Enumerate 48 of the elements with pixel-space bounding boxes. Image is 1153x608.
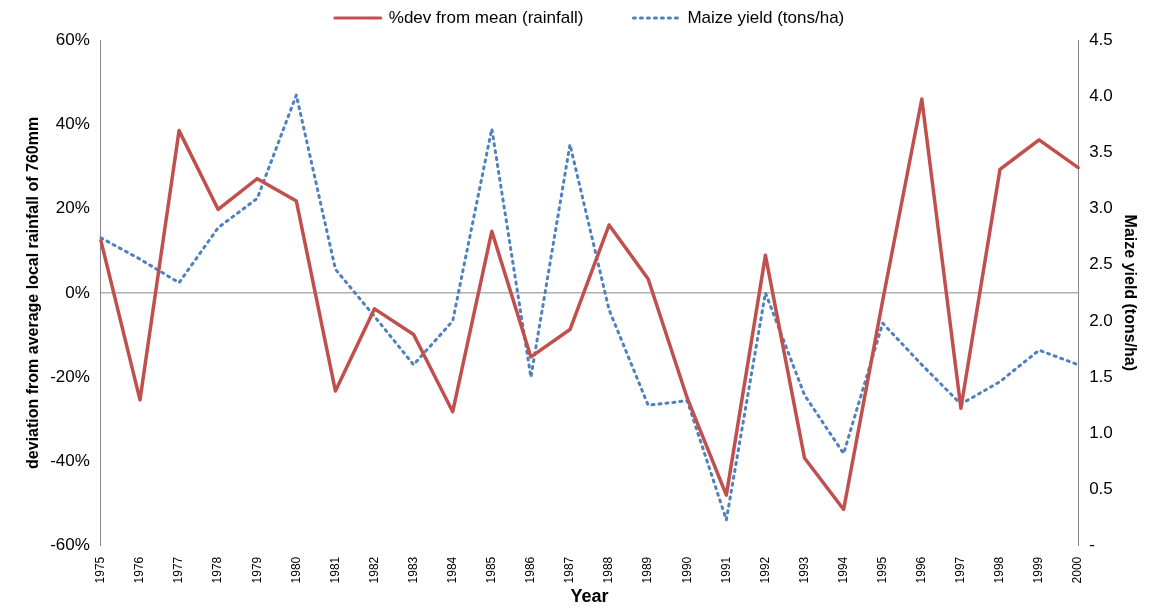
- y2-tick-label: 3.5: [1089, 142, 1113, 162]
- y-axis-title: deviation from average local rainfall of 760mm: [24, 116, 42, 469]
- x-axis-title: Year: [570, 586, 609, 607]
- x-tick-label: 1979: [249, 556, 264, 584]
- x-tick-label: 1995: [875, 556, 890, 584]
- y-tick-label: 0%: [65, 282, 90, 302]
- x-tick-label: 1988: [601, 556, 616, 584]
- x-tick-label: 1998: [992, 556, 1007, 584]
- x-tick-label: 1980: [288, 556, 303, 584]
- y2-tick-label: -: [1089, 535, 1095, 555]
- x-tick-label: 1987: [562, 556, 577, 584]
- x-tick-label: 1983: [405, 556, 420, 584]
- x-tick-label: 1993: [796, 556, 811, 584]
- x-tick-label: 1978: [210, 556, 225, 584]
- x-tick-label: 1982: [366, 556, 381, 584]
- y-tick-label: 20%: [55, 198, 90, 218]
- x-tick-label: 1989: [640, 556, 655, 584]
- y-tick-label: -60%: [50, 535, 90, 555]
- y2-tick-label: 3.0: [1089, 198, 1113, 218]
- x-tick-label: 1997: [953, 556, 968, 584]
- x-tick-label: 1977: [171, 556, 186, 584]
- x-tick-label: 1996: [914, 556, 929, 584]
- y2-tick-label: 2.5: [1089, 254, 1113, 274]
- x-tick-label: 1975: [93, 556, 108, 584]
- x-tick-label: 1999: [1031, 556, 1046, 584]
- x-tick-label: 1981: [327, 556, 342, 584]
- y2-tick-label: 0.5: [1089, 479, 1113, 499]
- x-tick-label: 1986: [523, 556, 538, 584]
- x-tick-label: 1992: [757, 556, 772, 584]
- y-tick-label: 40%: [55, 113, 90, 133]
- x-tick-label: 1984: [445, 556, 460, 584]
- y2-tick-label: 1.0: [1089, 423, 1113, 443]
- x-tick-label: 1985: [484, 556, 499, 584]
- y-tick-label: -20%: [50, 366, 90, 386]
- legend-label: %dev from mean (rainfall): [388, 7, 584, 27]
- y2-tick-label: 1.5: [1089, 366, 1113, 386]
- x-tick-label: 1994: [835, 556, 850, 584]
- x-tick-label: 2000: [1070, 556, 1085, 584]
- x-tick-label: 1976: [132, 556, 147, 584]
- x-tick-label: 1990: [679, 556, 694, 584]
- y2-tick-label: 2.0: [1089, 310, 1113, 330]
- legend-label: Maize yield (tons/ha): [687, 7, 845, 27]
- x-tick-label: 1991: [718, 556, 733, 584]
- y2-tick-label: 4.0: [1089, 85, 1113, 105]
- y2-tick-label: 4.5: [1089, 29, 1113, 49]
- y-tick-label: -40%: [50, 451, 90, 471]
- y2-axis-title: Maize yield (tons/ha): [1121, 214, 1139, 372]
- y-tick-label: 60%: [55, 29, 90, 49]
